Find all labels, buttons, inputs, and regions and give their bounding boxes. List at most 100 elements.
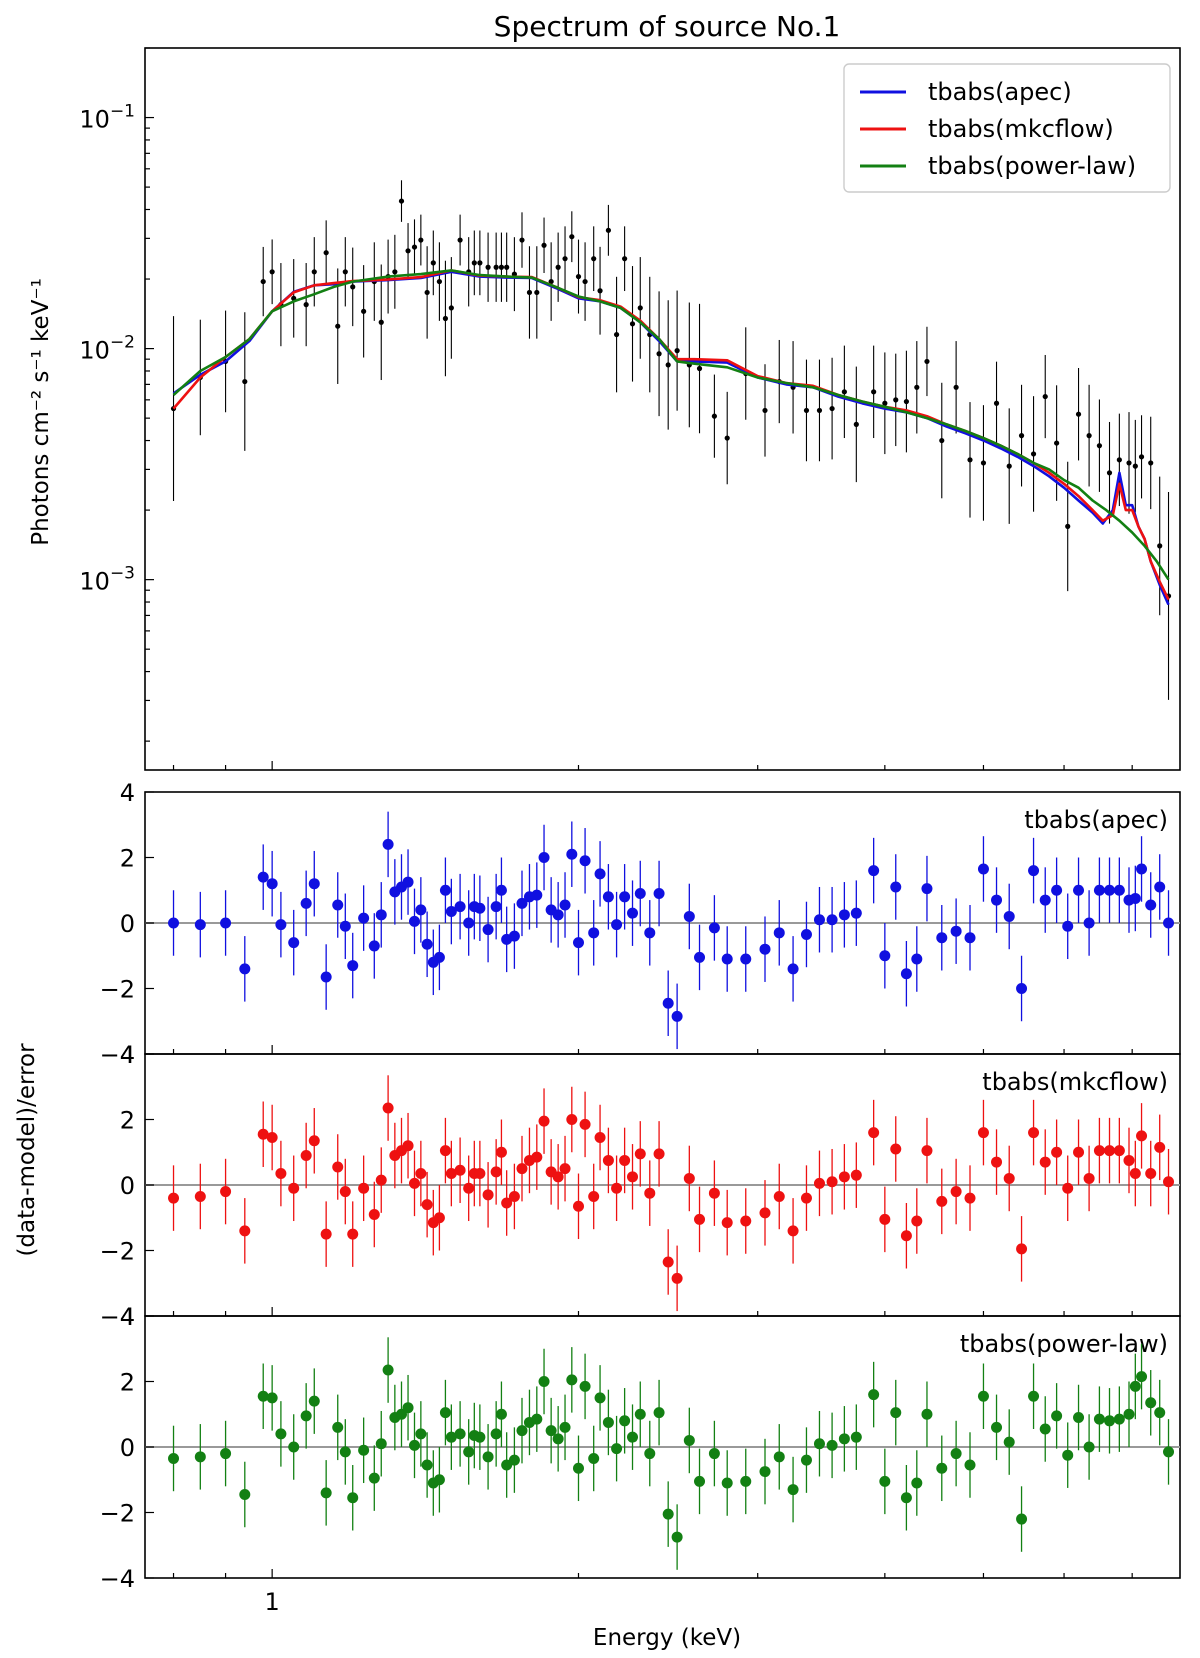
residual-point bbox=[964, 1459, 976, 1471]
data-point bbox=[1157, 543, 1163, 549]
residual-point bbox=[538, 1376, 550, 1387]
data-point bbox=[323, 250, 329, 256]
data-point bbox=[1132, 463, 1138, 469]
residual-point bbox=[463, 1446, 475, 1458]
residual-point bbox=[708, 1448, 720, 1460]
main-y-tick-label: 10−2 bbox=[79, 333, 135, 365]
residual-point bbox=[991, 1156, 1003, 1168]
residual-point bbox=[721, 1217, 733, 1229]
residual-y-tick-label: 2 bbox=[120, 1107, 135, 1135]
residual-point bbox=[501, 1197, 513, 1209]
residual-point bbox=[1073, 1412, 1085, 1424]
residual-point bbox=[977, 1127, 989, 1139]
data-point bbox=[1018, 433, 1025, 439]
residual-panel-label: tbabs(mkcflow) bbox=[982, 1068, 1168, 1096]
residual-point bbox=[773, 1451, 785, 1463]
residual-point bbox=[382, 1364, 394, 1376]
residual-point bbox=[900, 968, 912, 980]
residual-point bbox=[300, 897, 312, 909]
residual-point bbox=[168, 917, 180, 929]
data-point bbox=[882, 400, 888, 406]
residual-point bbox=[220, 1448, 232, 1460]
residual-point bbox=[588, 1452, 600, 1464]
residual-point bbox=[964, 1192, 976, 1204]
residual-point bbox=[950, 1448, 962, 1460]
data-point bbox=[519, 237, 525, 243]
residual-point bbox=[300, 1150, 312, 1162]
residual-y-tick-label: 4 bbox=[120, 1041, 135, 1069]
residual-point bbox=[950, 925, 962, 937]
residual-x-ticks bbox=[172, 1569, 1133, 1578]
residual-point bbox=[759, 1466, 771, 1478]
residual-point bbox=[1083, 1441, 1095, 1453]
residual-point bbox=[358, 1444, 370, 1456]
residual-point bbox=[644, 1187, 656, 1199]
residual-point bbox=[950, 1186, 962, 1198]
residual-point bbox=[964, 932, 976, 944]
residual-point bbox=[415, 1428, 427, 1440]
residual-point bbox=[445, 1168, 457, 1180]
residual-point bbox=[653, 1407, 665, 1419]
residual-point bbox=[552, 909, 564, 921]
residual-point bbox=[552, 1433, 564, 1445]
residual-point bbox=[439, 1145, 451, 1157]
legend-box bbox=[843, 63, 1171, 193]
residual-point bbox=[275, 919, 287, 931]
residual-points bbox=[168, 811, 1175, 1050]
residual-x-ticks bbox=[172, 1307, 1133, 1316]
residual-points bbox=[168, 1337, 1175, 1570]
data-point bbox=[392, 269, 398, 275]
residual-point bbox=[332, 1421, 344, 1433]
data-point bbox=[504, 264, 510, 270]
residual-point bbox=[850, 907, 862, 919]
residual-point bbox=[566, 1374, 578, 1386]
residual-point bbox=[1113, 884, 1125, 896]
data-point bbox=[430, 260, 436, 266]
residual-y-ticks: −4 −2 0 2 4 bbox=[100, 1041, 154, 1331]
residual-point bbox=[482, 1189, 494, 1201]
residual-point bbox=[826, 1439, 838, 1451]
residual-point bbox=[619, 1415, 631, 1427]
residual-point bbox=[911, 953, 923, 965]
residual-point bbox=[977, 1390, 989, 1402]
data-point bbox=[1030, 451, 1037, 457]
data-point bbox=[924, 358, 930, 365]
data-point bbox=[493, 264, 499, 270]
residual-point bbox=[868, 1127, 880, 1139]
main-x-ticks bbox=[172, 761, 1133, 770]
residual-point bbox=[740, 1475, 752, 1487]
residual-point bbox=[288, 1441, 300, 1453]
residual-point bbox=[288, 1182, 300, 1194]
residual-point bbox=[474, 1431, 486, 1443]
residual-panel-label: tbabs(apec) bbox=[1024, 806, 1168, 834]
data-point bbox=[378, 319, 384, 325]
residual-point bbox=[787, 1225, 799, 1237]
residual-y-tick-label: 0 bbox=[120, 1434, 135, 1462]
residual-point bbox=[826, 914, 838, 926]
residual-point bbox=[653, 1148, 665, 1160]
residual-point bbox=[800, 1454, 812, 1466]
residual-point bbox=[194, 1451, 206, 1463]
data-point bbox=[526, 289, 533, 296]
model-curve bbox=[172, 269, 1170, 581]
residual-point bbox=[220, 917, 232, 929]
main-y-ticks: 10−1 10−2 10−3 bbox=[79, 47, 154, 742]
residual-point bbox=[813, 1438, 825, 1450]
residual-point bbox=[516, 1163, 528, 1175]
residual-point bbox=[368, 1472, 380, 1484]
residual-point bbox=[1154, 1407, 1166, 1419]
model-curves bbox=[172, 269, 1170, 606]
residual-point bbox=[800, 1192, 812, 1204]
residual-point bbox=[368, 940, 380, 952]
residual-point bbox=[1123, 1154, 1135, 1166]
residual-point bbox=[721, 953, 733, 965]
residual-point bbox=[1145, 1168, 1157, 1180]
data-point bbox=[829, 405, 835, 412]
residual-point bbox=[433, 951, 445, 963]
residual-point bbox=[382, 1102, 394, 1114]
residual-point bbox=[921, 1408, 933, 1420]
residual-panel-3: −4 −2 0 2 4 tbabs(power-law) bbox=[100, 1303, 1181, 1593]
residual-point bbox=[1051, 1146, 1063, 1158]
residual-point bbox=[1129, 892, 1141, 904]
residual-y-tick-label: −4 bbox=[100, 1565, 135, 1593]
